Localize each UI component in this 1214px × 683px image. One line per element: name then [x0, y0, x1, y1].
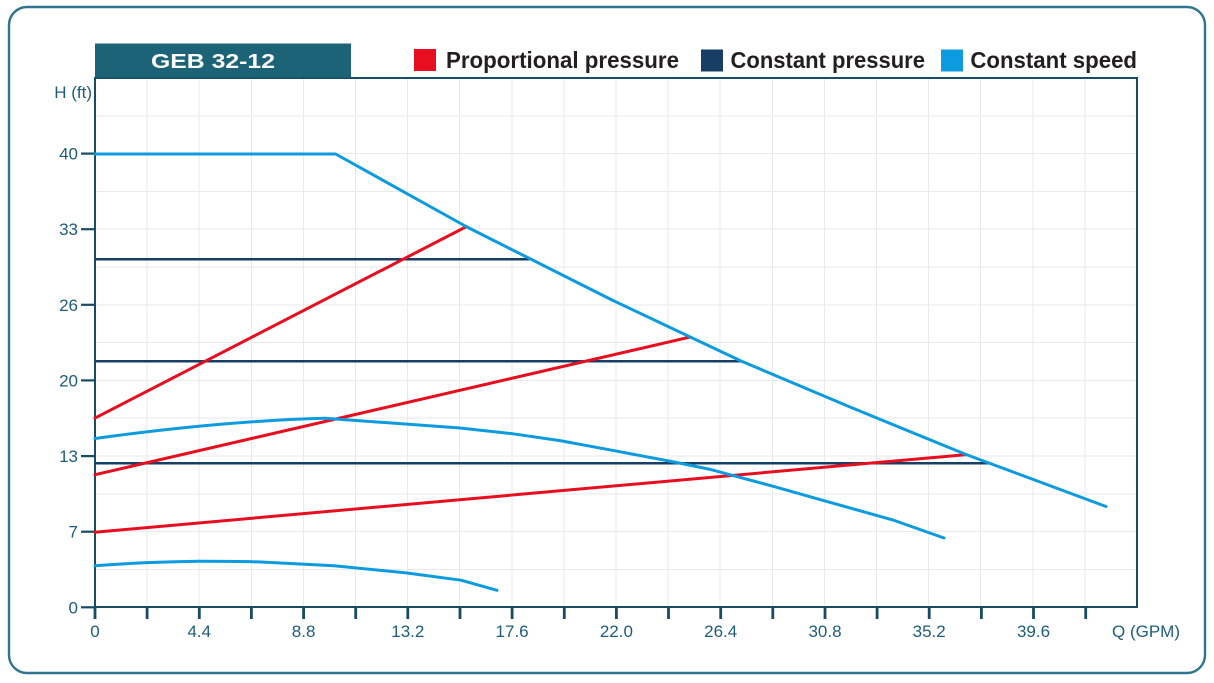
svg-text:0: 0: [69, 598, 78, 617]
svg-text:0: 0: [90, 622, 99, 641]
svg-text:Proportional pressure: Proportional pressure: [446, 47, 679, 73]
svg-text:7: 7: [69, 523, 78, 542]
svg-text:22.0: 22.0: [600, 622, 633, 641]
svg-text:13.2: 13.2: [391, 622, 424, 641]
svg-text:13: 13: [59, 447, 78, 466]
svg-text:26.4: 26.4: [704, 622, 737, 641]
svg-text:33: 33: [59, 220, 78, 239]
svg-text:39.6: 39.6: [1017, 622, 1050, 641]
svg-text:GEB 32-12: GEB 32-12: [151, 51, 275, 73]
svg-text:H (ft): H (ft): [54, 83, 92, 102]
svg-text:Q (GPM): Q (GPM): [1112, 622, 1180, 641]
svg-text:20: 20: [59, 371, 78, 390]
svg-text:35.2: 35.2: [913, 622, 946, 641]
svg-text:17.6: 17.6: [496, 622, 529, 641]
svg-text:40: 40: [59, 145, 78, 164]
svg-text:Constant speed: Constant speed: [970, 47, 1137, 73]
svg-text:26: 26: [59, 296, 78, 315]
svg-text:4.4: 4.4: [187, 622, 211, 641]
svg-text:8.8: 8.8: [292, 622, 316, 641]
svg-text:Constant pressure: Constant pressure: [731, 47, 926, 73]
svg-text:30.8: 30.8: [808, 622, 841, 641]
